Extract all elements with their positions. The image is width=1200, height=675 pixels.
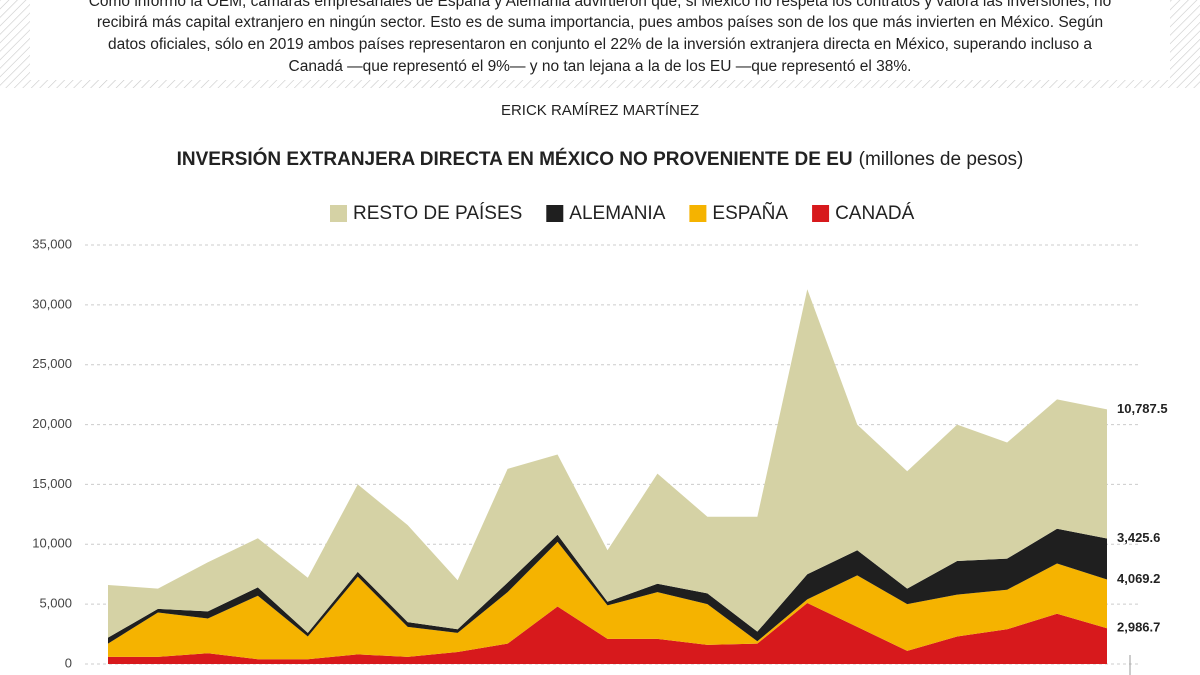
legend-label: RESTO DE PAÍSES [353,203,522,224]
legend-label: ALEMANIA [569,203,665,224]
y-tick-label: 20,000 [32,416,72,431]
byline: ERICK RAMÍREZ MARTÍNEZ [501,102,699,119]
paragraph-line: Como informó la OEM, cámaras empresarial… [89,0,1112,10]
y-tick-label: 35,000 [32,236,72,251]
legend-label: CANADÁ [835,203,915,224]
y-tick-label: 10,000 [32,536,72,551]
area [108,541,1107,660]
paragraph-line: recibirá más capital extranjero en ningú… [97,14,1103,31]
y-tick-label: 5,000 [39,596,72,611]
legend-swatch [689,205,707,222]
chart-subtitle: (millones de pesos) [859,149,1024,170]
legend-swatch [330,205,347,222]
y-tick-label: 30,000 [32,296,72,311]
paragraph-line: Canadá —que representó el 9%— y no tan l… [289,58,912,75]
legend-swatch [812,205,830,222]
y-tick-label: 25,000 [32,356,72,371]
area [108,602,1107,664]
text-box [30,0,1170,80]
y-tick-label: 15,000 [32,476,72,491]
chart: INVERSIÓN EXTRANJERA DIRECTA EN MÉXICO N… [32,148,1168,675]
value-label: 4,069.2 [1117,571,1160,586]
legend-swatch [546,205,564,222]
area [108,289,1107,638]
value-label: 2,986.7 [1117,620,1160,635]
paragraph-line: datos oficiales, sólo en 2019 ambos país… [108,36,1092,53]
value-label: 10,787.5 [1117,401,1168,416]
legend-label: ESPAÑA [712,202,788,224]
y-tick-label: 0 [65,655,72,670]
chart-title: INVERSIÓN EXTRANJERA DIRECTA EN MÉXICO N… [177,148,853,170]
area [108,528,1107,644]
value-label: 3,425.6 [1117,530,1160,545]
